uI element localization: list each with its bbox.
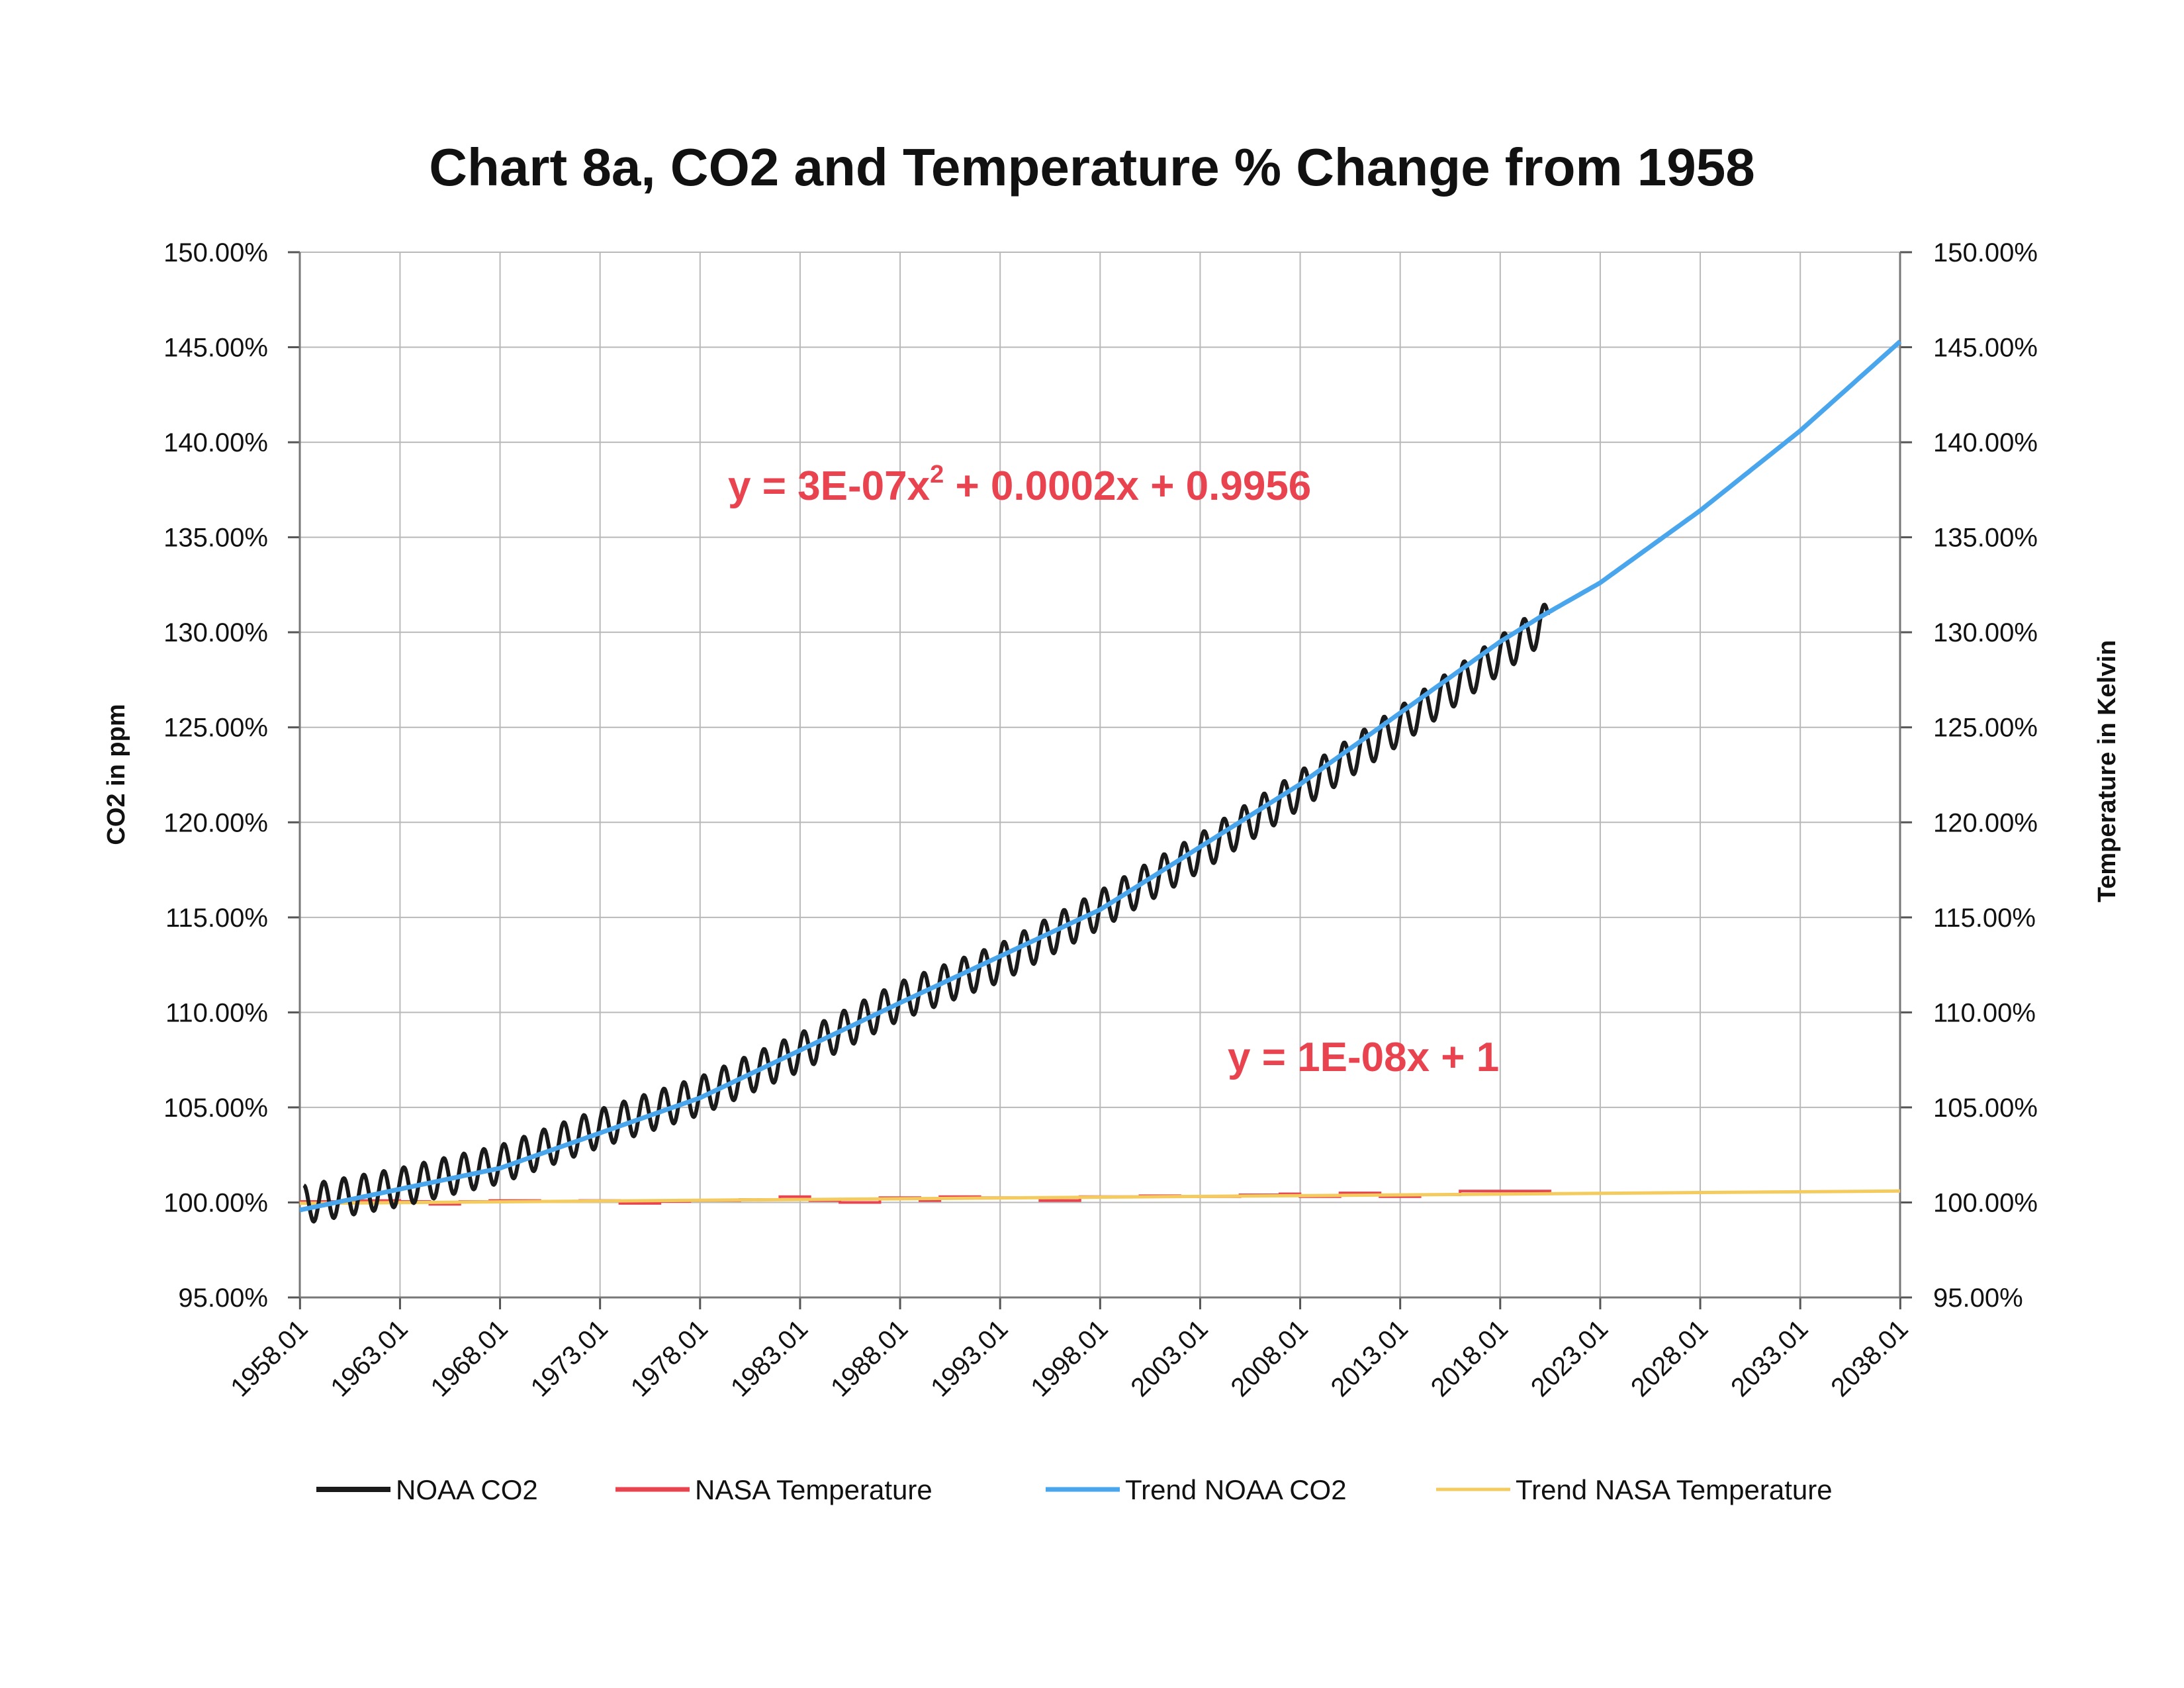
y-tick-label: 95.00% <box>178 1284 268 1313</box>
legend: NOAA CO2 NASA Temperature Trend NOAA CO2 Tr… <box>316 1474 1833 1505</box>
temp-trend-equation: y = 1E-08x + 1 <box>1228 1035 1499 1080</box>
legend-label-nasa-temperature: NASA Temperature <box>695 1474 933 1505</box>
series-trend-nasa-temperature-line <box>299 1189 1901 1205</box>
y-tick-label: 140.00% <box>163 428 268 457</box>
y2-tick-label: 125.00% <box>1933 714 2038 743</box>
y-tick-label: 125.00% <box>163 714 268 743</box>
axes <box>288 251 1912 1309</box>
y2-tick-label: 120.00% <box>1933 808 2038 837</box>
co2-eq-prefix: y = 3E-07x <box>728 463 931 509</box>
y2-tick-label: 135.00% <box>1933 524 2038 553</box>
y-tick-label: 150.00% <box>163 238 268 267</box>
y2-tick-label: 140.00% <box>1933 428 2038 457</box>
co2-eq-superscript: 2 <box>930 461 944 489</box>
y-tick-label: 130.00% <box>163 618 268 647</box>
y-axis-right-ticks: 95.00% 100.00% 105.00% 110.00% 115.00% 120.00… <box>1933 238 2038 1313</box>
y2-tick-label: 95.00% <box>1933 1284 2023 1313</box>
co2-eq-suffix: + 0.0002x + 0.9956 <box>944 463 1311 509</box>
y-tick-label: 145.00% <box>163 334 268 363</box>
y2-tick-label: 105.00% <box>1933 1094 2038 1123</box>
chart-title: Chart 8a, CO2 and Temperature % Change f… <box>429 138 1755 197</box>
y2-tick-label: 110.00% <box>1933 998 2036 1027</box>
co2-trend-equation: y = 3E-07x2 + 0.0002x + 0.9956 <box>728 461 1311 509</box>
y-axis-left-ticks: 95.00% 100.00% 105.00% 110.00% 115.00% 120.00… <box>163 238 268 1313</box>
y-tick-label: 110.00% <box>165 998 268 1027</box>
y2-tick-label: 100.00% <box>1933 1188 2038 1217</box>
series-trend-noaa-co2-line <box>299 340 1902 1213</box>
series-layer <box>299 340 1902 1224</box>
y2-tick-label: 150.00% <box>1933 238 2038 267</box>
y-tick-label: 115.00% <box>165 904 268 933</box>
y-axis-right-title: Temperature in Kelvin <box>2093 640 2121 902</box>
legend-label-trend-noaa-co2: Trend NOAA CO2 <box>1125 1474 1347 1505</box>
y-tick-label: 105.00% <box>163 1094 268 1123</box>
y-axis-left-title: CO2 in ppm <box>103 704 130 845</box>
y2-tick-label: 145.00% <box>1933 334 2038 363</box>
y2-tick-label: 115.00% <box>1933 904 2036 933</box>
y-tick-label: 135.00% <box>163 524 268 553</box>
y2-tick-label: 130.00% <box>1933 618 2038 647</box>
y-tick-label: 120.00% <box>163 808 268 837</box>
legend-label-noaa-co2: NOAA CO2 <box>396 1474 538 1505</box>
legend-label-trend-nasa-temperature: Trend NASA Temperature <box>1516 1474 1833 1505</box>
y-tick-label: 100.00% <box>163 1188 268 1217</box>
